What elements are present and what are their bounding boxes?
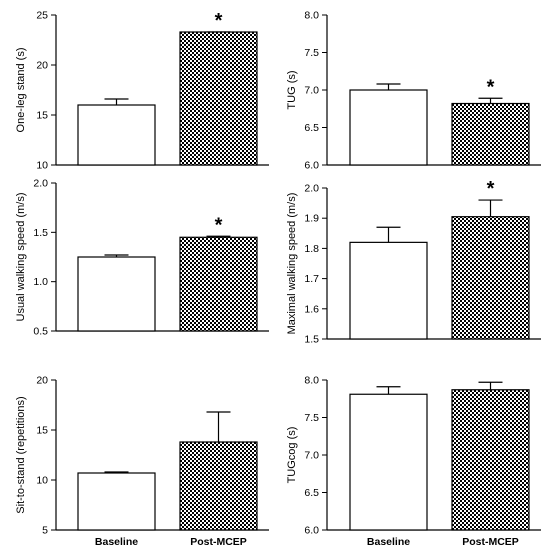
y-tick-label: 7.5: [304, 47, 319, 59]
bar-post-mcep: [451, 102, 530, 166]
chart-panel-4: 1.5 1.6 1.7 1.8 1.9 2.0 Maximal walking speed …: [286, 178, 541, 346]
y-tick-label: 1.9: [304, 213, 319, 225]
y-tick-label: 1.7: [304, 273, 319, 285]
y-tick-label: 6.5: [304, 122, 319, 134]
y-axis-label: Maximal walking speed (m/s): [286, 193, 298, 335]
y-tick-label: 8.0: [304, 375, 319, 387]
y-tick-label: 7.5: [304, 412, 319, 424]
bar-post-mcep: [179, 31, 258, 166]
bar-post-mcep: [179, 236, 258, 332]
y-axis-label: One-leg stand (s): [15, 48, 27, 133]
chart-panel-2: 6.0 6.5 7.0 7.5 8.0 TUG (s) *: [286, 10, 541, 172]
y-tick-label: 25: [36, 10, 48, 22]
bar-baseline: [349, 241, 428, 340]
chart-panel-3: 0.5 1.0 1.5 2.0 Usual walking speed (m/s) *: [15, 178, 269, 338]
y-tick-label: 1.5: [33, 227, 48, 239]
bar-baseline: [77, 256, 156, 332]
y-tick-label: 5: [42, 525, 48, 537]
y-axis-label: TUGcog (s): [286, 427, 298, 484]
y-tick-label: 8.0: [304, 10, 319, 22]
x-category-label: Baseline: [95, 536, 138, 548]
y-tick-label: 15: [36, 425, 48, 437]
y-tick-label: 10: [36, 475, 48, 487]
y-tick-label: 7.0: [304, 450, 319, 462]
y-tick-label: 0.5: [33, 326, 48, 338]
x-category-label: Baseline: [367, 536, 410, 548]
y-tick-label: 10: [36, 160, 48, 172]
bar-post-mcep: [179, 441, 258, 531]
y-tick-label: 6.0: [304, 525, 319, 537]
bar-post-mcep: [451, 389, 530, 531]
significance-marker: *: [215, 10, 223, 32]
x-category-label: Post-MCEP: [462, 536, 519, 548]
chart-panel-1: 10 15 20 25 One-leg stand (s) *: [15, 10, 269, 172]
bar-baseline: [77, 104, 156, 166]
bar-baseline: [349, 89, 428, 166]
significance-marker: *: [215, 214, 223, 236]
significance-marker: *: [487, 76, 495, 98]
y-tick-label: 2.0: [304, 183, 319, 195]
y-tick-label: 20: [36, 60, 48, 72]
y-tick-label: 1.0: [33, 276, 48, 288]
y-axis-label: Sit-to-stand (repetitions): [15, 396, 27, 513]
y-tick-label: 1.8: [304, 243, 319, 255]
y-tick-label: 6.5: [304, 487, 319, 499]
y-tick-label: 6.0: [304, 160, 319, 172]
y-tick-label: 15: [36, 110, 48, 122]
bar-baseline: [77, 472, 156, 531]
bar-post-mcep: [451, 216, 530, 340]
y-tick-label: 7.0: [304, 85, 319, 97]
significance-marker: *: [487, 178, 495, 200]
bar-baseline: [349, 393, 428, 531]
y-axis-label: TUG (s): [286, 70, 298, 109]
chart-panel-5: 5 10 15 20 Sit-to-stand (repetitions) Baselin…: [15, 375, 269, 548]
y-tick-label: 1.6: [304, 303, 319, 315]
y-axis-label: Usual walking speed (m/s): [15, 193, 27, 322]
x-category-label: Post-MCEP: [190, 536, 247, 548]
y-tick-label: 20: [36, 375, 48, 387]
chart-panel-6: 6.0 6.5 7.0 7.5 8.0 TUGcog (s) Baseline Post-MC…: [286, 375, 541, 548]
y-tick-label: 2.0: [33, 178, 48, 190]
y-tick-label: 1.5: [304, 334, 319, 346]
